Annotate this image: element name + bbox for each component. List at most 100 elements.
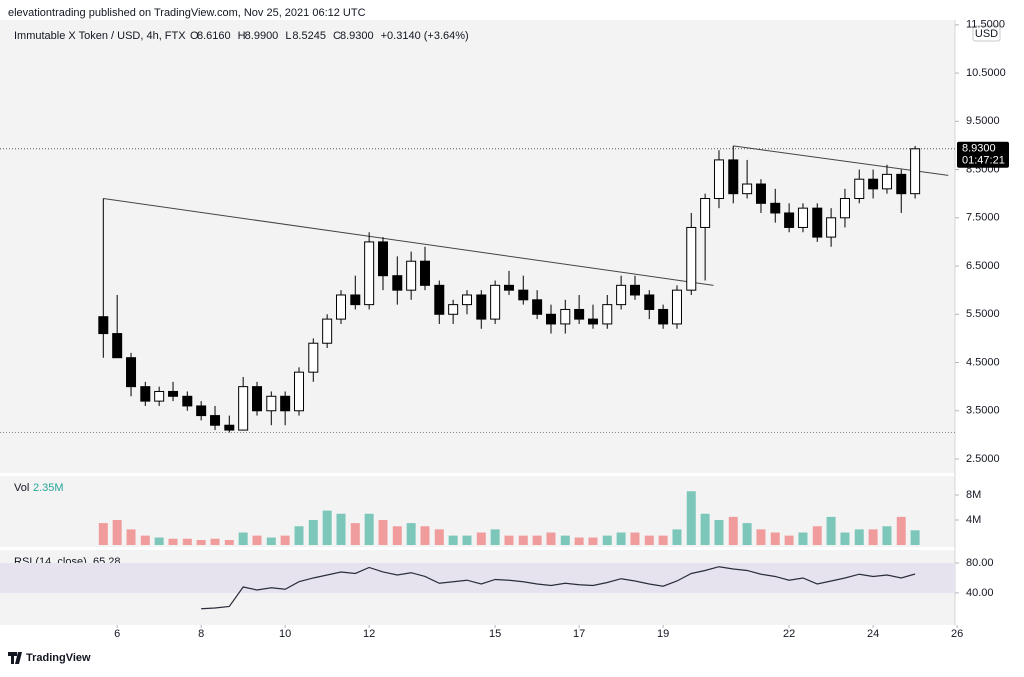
candle-body bbox=[839, 197, 850, 219]
x-tick-label: 8 bbox=[198, 628, 204, 640]
candle-body bbox=[294, 371, 305, 412]
x-tick-label: 10 bbox=[279, 628, 291, 640]
volume-bar bbox=[630, 532, 640, 545]
legend-key: H bbox=[238, 30, 246, 42]
y-tick-label: 10.5000 bbox=[966, 67, 1006, 79]
candle-body bbox=[196, 405, 207, 417]
price-tag-label: 8.9300 bbox=[962, 143, 996, 155]
volume-bar bbox=[882, 526, 892, 545]
volume-bar bbox=[392, 526, 402, 545]
y-tick-label: 9.5000 bbox=[966, 115, 1000, 127]
y-tick-label: 8M bbox=[966, 489, 981, 501]
candle-body bbox=[434, 284, 445, 315]
y-tick-label: 4M bbox=[966, 514, 981, 526]
candle-body bbox=[266, 395, 277, 412]
candle-body bbox=[252, 386, 263, 412]
candle-body bbox=[420, 260, 431, 286]
legend-value: 8.9900 bbox=[245, 30, 279, 42]
candle-body bbox=[896, 173, 907, 195]
candle-body bbox=[587, 318, 598, 325]
volume-bar bbox=[308, 520, 318, 545]
candle-body bbox=[490, 284, 501, 320]
candle-body bbox=[336, 294, 347, 320]
candle-body bbox=[700, 197, 711, 228]
volume-bar bbox=[112, 520, 122, 545]
volume-bar bbox=[616, 532, 626, 545]
candle-body bbox=[881, 173, 892, 190]
volume-bar bbox=[154, 537, 164, 545]
candle-body bbox=[560, 308, 571, 325]
volume-bar bbox=[812, 526, 822, 545]
rsi-band bbox=[0, 562, 955, 593]
candle-body bbox=[238, 386, 249, 431]
candle-body bbox=[658, 308, 669, 325]
volume-bar bbox=[238, 532, 248, 545]
volume-bar bbox=[854, 529, 864, 545]
currency-box bbox=[972, 25, 1001, 42]
candle-body bbox=[210, 415, 221, 426]
y-tick-label: 2.5000 bbox=[966, 453, 1000, 465]
volume-title: Vol bbox=[14, 482, 29, 494]
y-tick-label: 40.00 bbox=[966, 587, 994, 599]
candle-body bbox=[784, 212, 795, 228]
volume-bar bbox=[700, 513, 710, 545]
candle-body bbox=[126, 357, 137, 388]
volume-bar bbox=[672, 529, 682, 545]
price-tag-countdown: 01:47:21 bbox=[962, 155, 1005, 167]
header: elevationtrading published on TradingVie… bbox=[8, 7, 366, 19]
volume-bar bbox=[714, 520, 724, 545]
candle-body bbox=[406, 260, 417, 291]
candle-body bbox=[574, 308, 585, 320]
symbol-title: Immutable X Token / USD, 4h, FTX bbox=[14, 30, 186, 42]
x-tick-label: 15 bbox=[489, 628, 501, 640]
volume-bar bbox=[644, 535, 654, 545]
volume-bar bbox=[98, 523, 108, 545]
candle-body bbox=[770, 202, 781, 214]
x-tick-label: 17 bbox=[573, 628, 585, 640]
trendline bbox=[103, 198, 714, 286]
legend-key: O bbox=[190, 30, 199, 42]
candle-body bbox=[392, 275, 403, 291]
candle-body bbox=[868, 178, 879, 190]
volume-bar bbox=[826, 516, 836, 545]
legend: Immutable X Token / USD, 4h, FTX O8.6160… bbox=[14, 30, 469, 42]
candle-body bbox=[154, 390, 165, 402]
candle-body bbox=[140, 386, 151, 402]
price-pane bbox=[0, 20, 955, 473]
y-tick-label: 11.5000 bbox=[966, 19, 1005, 31]
candle-body bbox=[545, 313, 556, 325]
volume-bar bbox=[602, 535, 612, 545]
volume-bar bbox=[574, 537, 584, 545]
candle-body bbox=[713, 159, 724, 199]
volume-bar bbox=[322, 510, 332, 545]
volume-value: 2.35M bbox=[33, 482, 64, 494]
volume-bar bbox=[840, 532, 850, 545]
volume-bar bbox=[350, 523, 360, 545]
volume-bar bbox=[658, 535, 668, 545]
volume-bar bbox=[868, 529, 878, 545]
volume-bar bbox=[420, 526, 430, 545]
volume-bar bbox=[182, 538, 192, 545]
volume-bar bbox=[448, 535, 458, 545]
y-tick-label: 4.5000 bbox=[966, 356, 1000, 368]
candle-body bbox=[671, 289, 682, 325]
candle-body bbox=[686, 226, 697, 291]
candle-body bbox=[616, 284, 627, 306]
candle-body bbox=[755, 183, 766, 204]
x-tick-label: 24 bbox=[867, 628, 879, 640]
candle-body bbox=[350, 294, 361, 306]
x-tick-label: 26 bbox=[951, 628, 963, 640]
y-tick-label: 6.5000 bbox=[966, 260, 1000, 272]
candle-body bbox=[98, 316, 109, 335]
y-tick-label: 80.00 bbox=[966, 557, 994, 569]
logo-icon bbox=[8, 652, 22, 664]
volume-bar bbox=[728, 516, 738, 545]
candle-body bbox=[503, 284, 514, 291]
candle-body bbox=[826, 217, 837, 238]
candle-body bbox=[742, 183, 753, 195]
volume-bar bbox=[280, 535, 290, 545]
candle-body bbox=[532, 299, 543, 315]
currency: USD bbox=[975, 28, 998, 40]
footer: TradingView bbox=[26, 652, 91, 664]
volume-bar bbox=[252, 535, 262, 545]
